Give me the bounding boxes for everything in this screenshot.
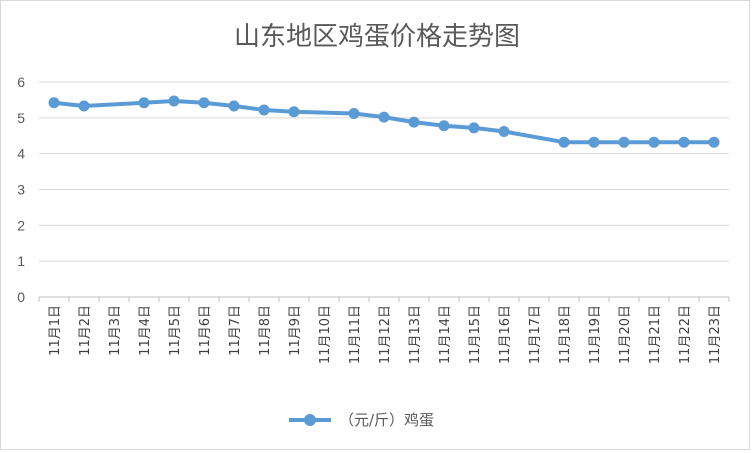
data-point[interactable] — [618, 136, 630, 148]
x-tick-label: 11月5日 — [168, 305, 183, 356]
x-tick-label: 11月17日 — [528, 305, 543, 364]
legend-label: （元/斤）鸡蛋 — [339, 411, 434, 429]
legend[interactable]: （元/斤）鸡蛋 — [289, 411, 434, 429]
data-point[interactable] — [558, 136, 570, 148]
y-tick-label: 3 — [17, 182, 25, 198]
x-axis-ticks: 11月1日 11月2日 11月3日 11月4日 11月5日 11月6日 11月7日 11月8日… — [38, 297, 730, 364]
y-tick-label: 0 — [17, 289, 25, 305]
data-point[interactable] — [708, 136, 720, 148]
x-tick-label: 11月10日 — [318, 305, 333, 364]
data-point[interactable] — [198, 97, 210, 109]
y-tick-label: 4 — [17, 146, 25, 162]
y-tick-label: 5 — [17, 110, 25, 126]
x-tick-label: 11月13日 — [408, 305, 423, 364]
x-tick-label: 11月23日 — [708, 305, 723, 364]
data-point[interactable] — [48, 97, 60, 109]
data-point[interactable] — [228, 100, 240, 112]
data-point[interactable] — [78, 100, 90, 112]
x-tick-label: 11月15日 — [468, 305, 483, 364]
x-tick-label: 11月9日 — [288, 305, 303, 356]
x-tick-label: 11月1日 — [48, 305, 63, 356]
x-tick-label: 11月3日 — [108, 305, 123, 356]
y-tick-label: 1 — [17, 253, 25, 269]
data-point[interactable] — [348, 108, 360, 120]
x-tick-label: 11月21日 — [648, 305, 663, 364]
data-point[interactable] — [168, 95, 180, 107]
data-point[interactable] — [288, 106, 300, 118]
x-tick-label: 11月4日 — [138, 305, 153, 356]
chart-title: 山东地区鸡蛋价格走势图 — [234, 22, 520, 52]
data-point[interactable] — [678, 136, 690, 148]
data-point[interactable] — [438, 120, 450, 132]
x-tick-label: 11月20日 — [618, 305, 633, 364]
y-tick-label: 6 — [17, 74, 25, 90]
series-layer — [48, 95, 720, 148]
x-tick-label: 11月19日 — [588, 305, 603, 364]
data-point[interactable] — [468, 122, 480, 134]
data-point[interactable] — [138, 97, 150, 109]
data-point[interactable] — [648, 136, 660, 148]
x-tick-label: 11月2日 — [78, 305, 93, 356]
x-tick-label: 11月7日 — [228, 305, 243, 356]
data-point[interactable] — [498, 125, 510, 137]
x-tick-label: 11月22日 — [678, 305, 693, 364]
legend-marker — [304, 414, 316, 426]
y-tick-label: 2 — [17, 217, 25, 233]
x-tick-label: 11月11日 — [348, 305, 363, 364]
y-axis-ticks: 0 1 2 3 4 5 6 — [17, 74, 25, 305]
x-tick-label: 11月8日 — [258, 305, 273, 356]
x-tick-label: 11月16日 — [498, 305, 513, 364]
x-tick-label: 11月6日 — [198, 305, 213, 356]
x-tick-label: 11月18日 — [558, 305, 573, 364]
data-point[interactable] — [378, 111, 390, 123]
data-point[interactable] — [258, 104, 270, 116]
x-tick-label: 11月12日 — [378, 305, 393, 364]
data-point[interactable] — [408, 116, 420, 128]
data-point[interactable] — [588, 136, 600, 148]
x-tick-label: 11月14日 — [438, 305, 453, 364]
